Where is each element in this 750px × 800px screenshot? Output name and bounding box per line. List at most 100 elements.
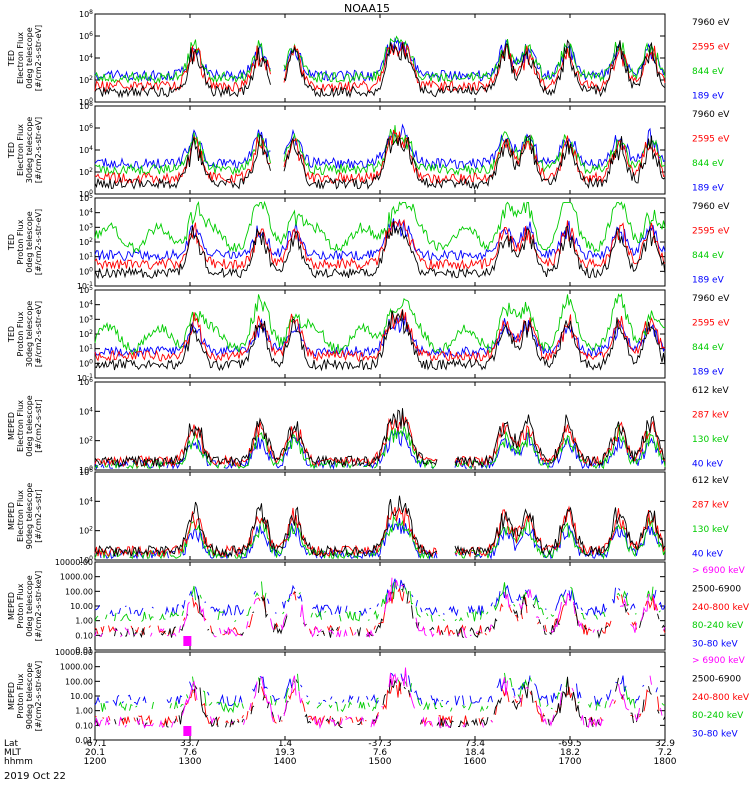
y-tick-label: 105 [79, 285, 93, 295]
series-trace [94, 424, 666, 470]
legend-entry: 2595 eV [692, 135, 730, 145]
x-tick-label: 1200 [84, 757, 107, 767]
y-axis-label-line: Electron Flux [16, 490, 25, 542]
y-axis-label-line: [#/cm2-s-str-keV] [34, 661, 43, 732]
legend-entry: 7960 eV [692, 202, 730, 212]
legend-entry: 7960 eV [692, 18, 730, 28]
y-tick-label: 102 [79, 237, 93, 247]
y-tick-label: 104 [79, 145, 93, 155]
series-trace [94, 408, 666, 468]
y-tick-label: 104 [79, 53, 93, 63]
y-tick-label: 100 [79, 189, 93, 199]
legend: 7960 eV 2595 eV 844 eV 189 eV [692, 110, 730, 194]
y-axis-label-line: Electron Flux [16, 124, 25, 176]
y-tick-label: 102 [79, 167, 93, 177]
panel-meped-e-0: 100 102 104 106 MEPED Electron Flux 0deg teles… [7, 377, 729, 475]
y-tick-label: 0.10 [75, 631, 93, 640]
y-axis-label: TED Electron Flux 0deg telescope [#/cm2-s-s… [7, 25, 43, 91]
y-axis-label-line: Proton Flux [16, 673, 25, 718]
y-axis-label: MEPED Proton Flux 90deg telescope [#/cm2-s-… [7, 661, 43, 732]
y-tick-label: 101 [79, 252, 93, 262]
series-trace [94, 39, 666, 99]
legend: 612 keV 287 keV 130 keV 40 keV [692, 476, 729, 560]
y-tick-label: 108 [79, 101, 93, 111]
y-tick-label: 104 [79, 208, 93, 218]
y-axis-label: TED Proton Flux 30deg telescope [#/cm2-s-st… [7, 301, 43, 368]
x-tick-label: 33.7 [180, 739, 200, 749]
x-tick-label: 19.3 [275, 748, 295, 758]
y-tick-label: 0.01 [75, 736, 93, 745]
y-axis-label-line: Proton Flux [16, 311, 25, 356]
x-tick-label: 1700 [559, 757, 582, 767]
series-trace [94, 577, 666, 639]
y-tick-label: 104 [79, 300, 93, 310]
x-tick-label: 1800 [654, 757, 677, 767]
series-trace [94, 200, 666, 255]
panel-frame [94, 561, 666, 651]
y-tick-label: 0.01 [75, 646, 93, 655]
y-axis-label: MEPED Proton Flux 0deg telescope [#/cm2-s-s… [7, 571, 43, 642]
legend-entry: 844 eV [692, 67, 725, 77]
y-axis-label-line: [#/cm2-s-str-eV] [34, 301, 43, 367]
y-axis-label: MEPED Electron Flux 0deg telescope [#/cm2-s… [7, 395, 43, 456]
legend-entry: > 6900 keV [692, 566, 746, 576]
y-tick-label: 103 [79, 222, 93, 232]
panel-meped-e-90: 100 102 104 106 MEPED Electron Flux 90deg tele… [7, 467, 729, 565]
x-tick-label: 7.6 [183, 748, 198, 758]
x-tick-label: 7.2 [658, 748, 672, 758]
y-tick-label: 1000.00 [60, 663, 93, 672]
legend-entry: 2595 eV [692, 227, 730, 237]
y-tick-label: 10.00 [70, 692, 93, 701]
y-tick-label: 102 [79, 75, 93, 85]
series-trace [95, 582, 664, 622]
legend-entry: 80-240 keV [692, 621, 744, 631]
legend: 612 keV 287 keV 130 keV 40 keV [692, 386, 729, 470]
panel-meped-p-90: 0.01 0.10 1.00 10.00 100.00 1000.00 10000.00 ME… [7, 648, 750, 745]
x-tick-label: 18.4 [465, 748, 485, 758]
y-tick-label: 106 [79, 377, 93, 387]
x-row-label: Lat [4, 739, 19, 749]
y-tick-label: 104 [79, 406, 93, 416]
y-tick-label: 100 [79, 266, 93, 276]
series-trace [94, 309, 666, 372]
series-trace [94, 134, 666, 191]
y-tick-label: 101 [79, 344, 93, 354]
legend-entry: 287 keV [692, 411, 729, 421]
y-tick-label: 100 [79, 97, 93, 107]
legend-entry: 189 eV [692, 276, 725, 286]
y-tick-label: 100.00 [65, 677, 93, 686]
y-axis-label-line: MEPED [7, 592, 16, 620]
x-tick-label: 32.9 [655, 739, 675, 749]
y-tick-label: 10.00 [70, 602, 93, 611]
y-axis-label-line: TED [7, 50, 16, 67]
y-axis-label-line: [#/cm2-s-str-keV] [34, 571, 43, 642]
x-row-label: MLT [4, 748, 22, 758]
y-tick-label: 106 [79, 31, 93, 41]
legend-entry: 240-800 keV [692, 603, 750, 613]
x-tick-label: -67.1 [83, 739, 106, 749]
series-trace [94, 125, 666, 177]
y-axis-label-line: Electron Flux [16, 400, 25, 452]
panel-ted-e-30: 100 102 104 106 108 TED Electron Flux 30deg tel… [7, 101, 730, 199]
legend-entry: 2595 eV [692, 43, 730, 53]
y-tick-label: 103 [79, 314, 93, 324]
series-trace [94, 218, 666, 271]
y-axis-label-line: [#/cm2-s-str-eV] [34, 209, 43, 275]
y-axis-label-line: 30deg telescope [25, 117, 34, 184]
legend: 7960 eV 2595 eV 844 eV 189 eV [692, 202, 730, 286]
legend-entry: 844 eV [692, 343, 725, 353]
series-trace [95, 673, 665, 706]
y-axis-label-line: 0deg telescope [25, 27, 34, 88]
y-axis-label-line: [#/cm2-s-str-eV] [34, 25, 43, 91]
y-axis-label-line: Proton Flux [16, 583, 25, 628]
y-axis-label-line: TED [7, 142, 16, 159]
series-trace [94, 221, 666, 280]
y-axis-label-line: Proton Flux [16, 219, 25, 264]
legend-entry: 189 eV [692, 184, 725, 194]
series-trace [100, 672, 666, 714]
legend-entry: 30-80 keV [692, 730, 738, 740]
x-tick-label: 1400 [274, 757, 297, 767]
y-tick-label: 100 [79, 465, 93, 475]
y-tick-label: 10-1 [77, 281, 93, 291]
legend-entry: 2500-6900 [692, 584, 741, 594]
